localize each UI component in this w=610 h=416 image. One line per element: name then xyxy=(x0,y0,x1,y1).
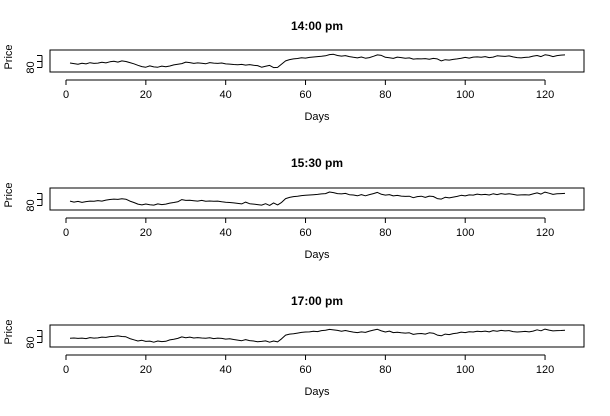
series-line xyxy=(69,328,566,343)
x-tick-label: 120 xyxy=(536,227,554,239)
x-tick-label: 120 xyxy=(536,364,554,376)
x-tick-label: 100 xyxy=(456,89,474,101)
y-tick-label: 80 xyxy=(25,61,37,73)
x-axis-label: Days xyxy=(304,111,330,123)
x-tick-label: 20 xyxy=(140,227,152,239)
series-line xyxy=(69,53,566,69)
x-tick-label: 40 xyxy=(220,227,232,239)
x-tick-label: 100 xyxy=(456,227,474,239)
y-axis-label: Price xyxy=(3,182,15,207)
x-tick-label: 0 xyxy=(63,89,69,101)
plot-frame xyxy=(49,49,585,73)
x-tick-label: 0 xyxy=(63,227,69,239)
x-tick-label: 20 xyxy=(140,364,152,376)
y-axis-label: Price xyxy=(3,319,15,344)
x-tick-label: 80 xyxy=(379,89,391,101)
chart-title: 17:00 pm xyxy=(291,294,343,308)
x-tick-label: 60 xyxy=(299,364,311,376)
x-tick-label: 0 xyxy=(63,364,69,376)
x-tick-label: 60 xyxy=(299,227,311,239)
x-tick-label: 20 xyxy=(140,89,152,101)
x-tick-label: 80 xyxy=(379,364,391,376)
y-tick-label: 80 xyxy=(25,336,37,348)
x-tick-label: 60 xyxy=(299,89,311,101)
x-tick-label: 100 xyxy=(456,364,474,376)
y-axis-label: Price xyxy=(3,44,15,69)
x-tick-label: 80 xyxy=(379,227,391,239)
plot-frame xyxy=(49,324,585,348)
y-tick-label: 80 xyxy=(25,199,37,211)
series-line xyxy=(69,191,566,206)
plot-frame xyxy=(49,187,585,211)
chart-title: 15:30 pm xyxy=(291,156,343,170)
chart-title: 14:00 pm xyxy=(291,19,343,33)
x-tick-label: 120 xyxy=(536,89,554,101)
x-tick-label: 40 xyxy=(220,89,232,101)
x-axis-label: Days xyxy=(304,386,330,398)
x-axis-label: Days xyxy=(304,249,330,261)
x-tick-label: 40 xyxy=(220,364,232,376)
